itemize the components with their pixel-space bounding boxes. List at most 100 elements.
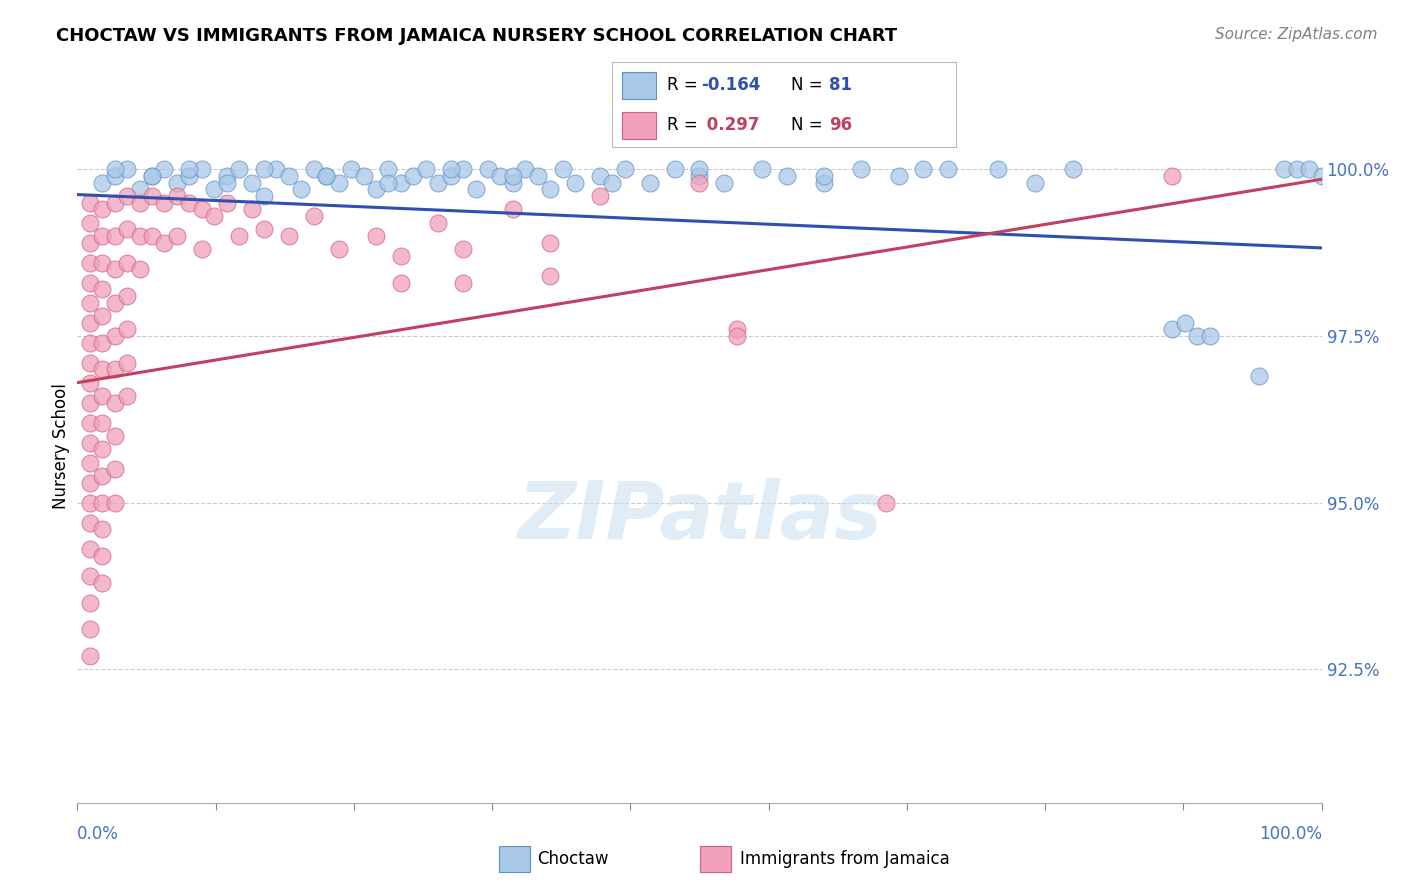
Point bbox=[91, 309, 114, 323]
Point bbox=[91, 389, 114, 403]
Text: -0.164: -0.164 bbox=[702, 77, 761, 95]
Point bbox=[91, 575, 114, 590]
Text: N =: N = bbox=[790, 77, 828, 95]
Point bbox=[91, 549, 114, 563]
Point bbox=[91, 469, 114, 483]
Point bbox=[79, 416, 101, 430]
Point bbox=[115, 322, 138, 336]
Point bbox=[502, 176, 524, 190]
Point bbox=[427, 216, 450, 230]
Point bbox=[538, 268, 561, 283]
Point bbox=[1187, 329, 1209, 343]
Point bbox=[79, 216, 101, 230]
Point bbox=[364, 228, 387, 243]
Point bbox=[1249, 368, 1271, 383]
Point bbox=[538, 235, 561, 250]
Text: Immigrants from Jamaica: Immigrants from Jamaica bbox=[740, 850, 949, 868]
Text: 96: 96 bbox=[828, 116, 852, 134]
Point bbox=[104, 195, 127, 210]
Point bbox=[91, 496, 114, 510]
Point bbox=[689, 162, 711, 177]
Point bbox=[115, 222, 138, 236]
Point bbox=[377, 162, 399, 177]
Point bbox=[402, 169, 425, 183]
Point bbox=[115, 255, 138, 269]
Point bbox=[538, 182, 561, 196]
Point bbox=[439, 162, 461, 177]
Point bbox=[564, 176, 586, 190]
Point bbox=[79, 295, 101, 310]
Point bbox=[912, 162, 935, 177]
Point bbox=[489, 169, 512, 183]
Point bbox=[128, 228, 150, 243]
Point bbox=[79, 195, 101, 210]
Point bbox=[502, 202, 524, 217]
Point bbox=[128, 182, 150, 196]
Point bbox=[104, 162, 127, 177]
Point bbox=[451, 162, 474, 177]
Point bbox=[551, 162, 574, 177]
Point bbox=[79, 569, 101, 583]
Point bbox=[141, 228, 163, 243]
Point bbox=[153, 235, 176, 250]
Point bbox=[451, 276, 474, 290]
Text: 0.0%: 0.0% bbox=[77, 825, 120, 843]
Point bbox=[202, 182, 225, 196]
Point bbox=[725, 322, 748, 336]
Point bbox=[1198, 329, 1220, 343]
Point bbox=[115, 162, 138, 177]
Point bbox=[104, 462, 127, 476]
Point bbox=[389, 249, 412, 263]
Point bbox=[91, 522, 114, 536]
Point bbox=[938, 162, 960, 177]
Point bbox=[1024, 176, 1046, 190]
Text: R =: R = bbox=[666, 77, 703, 95]
Point bbox=[253, 162, 276, 177]
Point bbox=[79, 316, 101, 330]
Point bbox=[91, 282, 114, 296]
Point bbox=[141, 169, 163, 183]
Point bbox=[104, 329, 127, 343]
Point bbox=[179, 195, 201, 210]
Point bbox=[813, 176, 835, 190]
Point bbox=[104, 429, 127, 443]
Point bbox=[887, 169, 910, 183]
Text: N =: N = bbox=[790, 116, 828, 134]
Point bbox=[91, 442, 114, 457]
Point bbox=[689, 176, 711, 190]
Point bbox=[302, 162, 325, 177]
Point bbox=[638, 176, 661, 190]
Point bbox=[725, 329, 748, 343]
Point bbox=[228, 162, 250, 177]
Point bbox=[191, 242, 214, 256]
Point bbox=[589, 189, 612, 203]
Point bbox=[79, 255, 101, 269]
Point bbox=[1272, 162, 1295, 177]
Point bbox=[315, 169, 337, 183]
Point bbox=[104, 395, 127, 409]
Point bbox=[104, 169, 127, 183]
Point bbox=[79, 516, 101, 530]
Point bbox=[389, 276, 412, 290]
Point bbox=[1285, 162, 1308, 177]
Point bbox=[91, 176, 114, 190]
Point bbox=[104, 362, 127, 376]
Point bbox=[153, 195, 176, 210]
Text: Choctaw: Choctaw bbox=[537, 850, 609, 868]
Point bbox=[315, 169, 337, 183]
Point bbox=[215, 169, 238, 183]
Point bbox=[79, 456, 101, 470]
Point bbox=[104, 295, 127, 310]
Point bbox=[602, 176, 624, 190]
Point bbox=[191, 162, 214, 177]
Point bbox=[79, 395, 101, 409]
Point bbox=[1174, 316, 1197, 330]
Point bbox=[141, 189, 163, 203]
Point bbox=[91, 362, 114, 376]
Point bbox=[775, 169, 797, 183]
Text: CHOCTAW VS IMMIGRANTS FROM JAMAICA NURSERY SCHOOL CORRELATION CHART: CHOCTAW VS IMMIGRANTS FROM JAMAICA NURSE… bbox=[56, 27, 897, 45]
Point bbox=[79, 376, 101, 390]
Point bbox=[91, 416, 114, 430]
Point bbox=[79, 649, 101, 664]
Point bbox=[1161, 169, 1184, 183]
